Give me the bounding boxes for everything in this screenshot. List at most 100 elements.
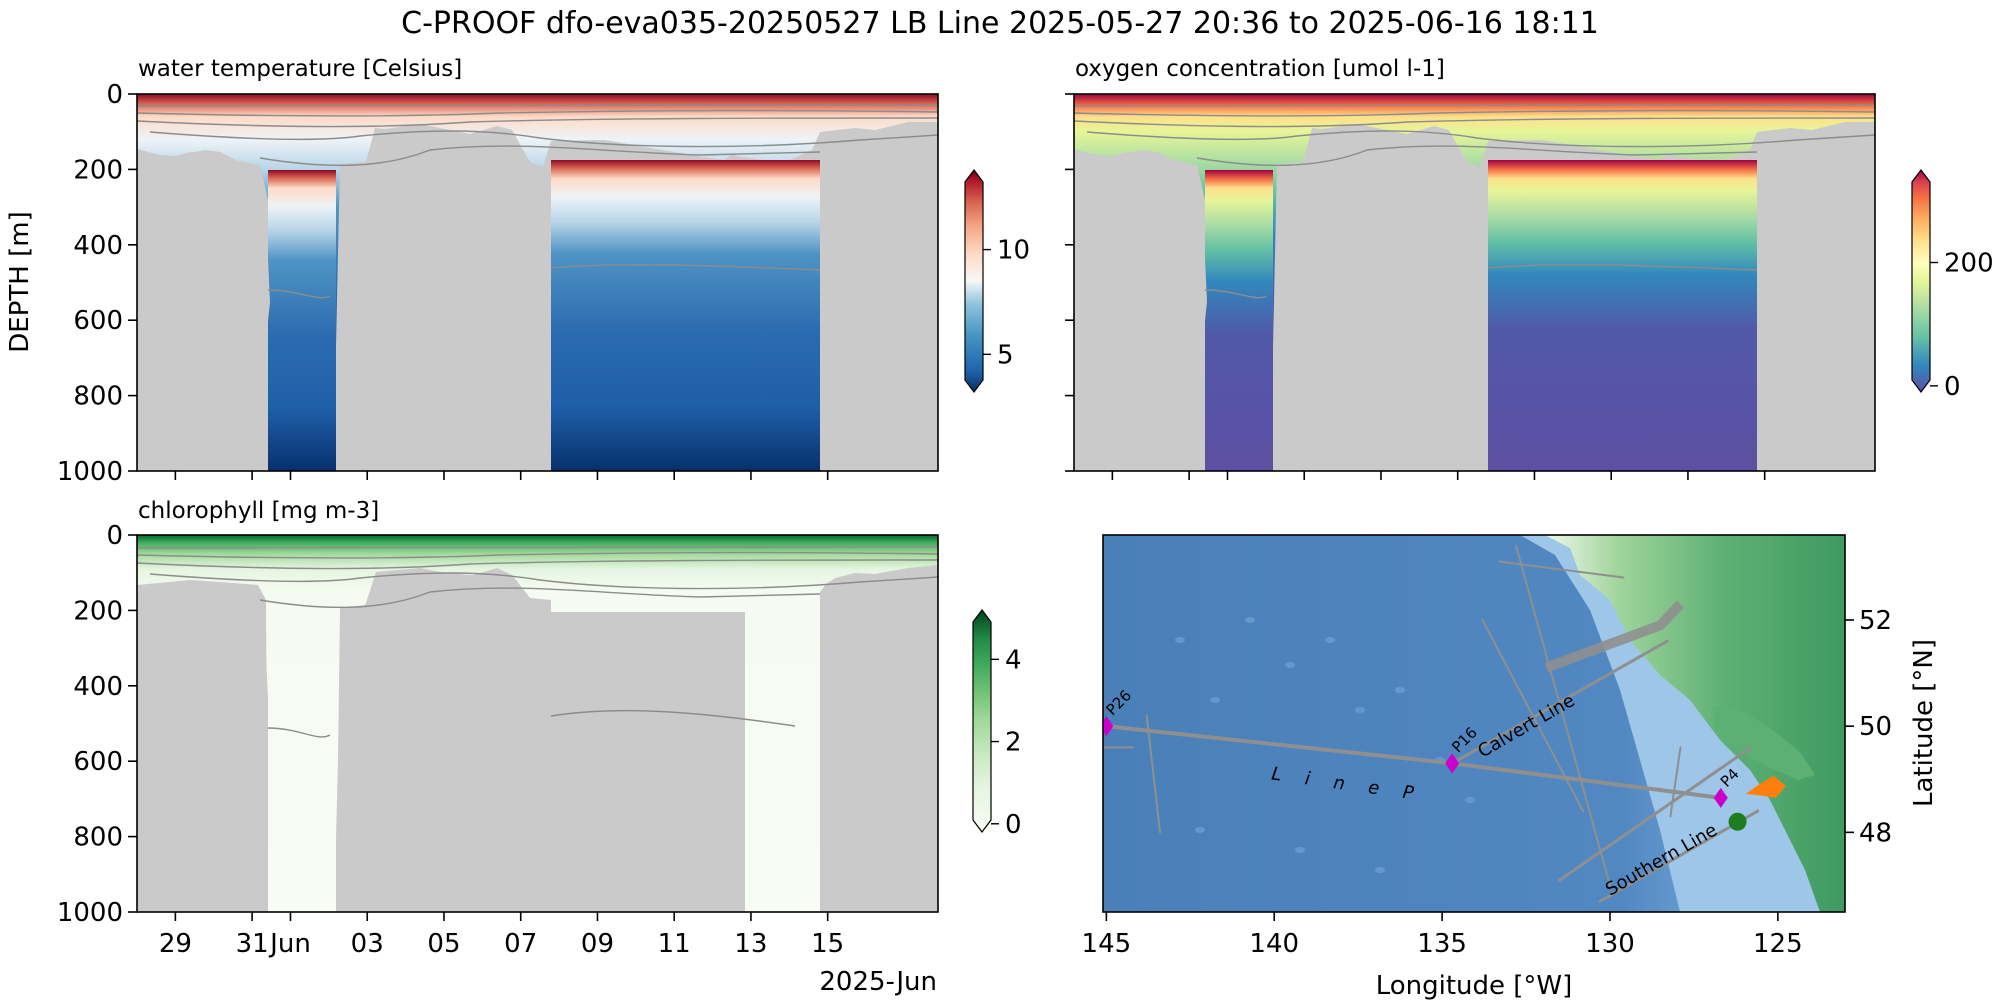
seamount [1375, 867, 1385, 873]
survey-track [1669, 746, 1682, 818]
chlorophyll-panel: chlorophyll [mg m-3] 0 200 400 600 800 1000 2… [57, 498, 1022, 997]
chlorophyll-y-axis: 0 200 400 600 800 1000 [57, 521, 137, 928]
station-marker [1103, 716, 1114, 737]
colorbar-tick-label: 0 [1005, 810, 1022, 840]
map-xlabel: Longitude [°W] [1376, 971, 1573, 1000]
oxygen-panel: oxygen concentration [umol l-1] 0 200 [1065, 56, 1994, 480]
seamount [1295, 847, 1305, 853]
map-land [1545, 535, 1845, 912]
depth-tick-label: 200 [73, 596, 123, 626]
oxygen-contour-lines [1074, 104, 1875, 299]
depth-tick-label: 1000 [57, 898, 123, 928]
date-tick-label: 07 [504, 929, 537, 959]
calvert-line-track [1544, 600, 1685, 673]
depth-tick-label: 800 [73, 823, 123, 853]
longitude-tick-label: 130 [1585, 929, 1635, 959]
date-tick-label: 13 [734, 929, 767, 959]
seamount [1210, 697, 1220, 703]
oxygen-axis-ticks [1065, 93, 1766, 480]
depth-tick-label: 1000 [57, 457, 123, 487]
temperature-contour-lines [137, 104, 938, 299]
temperature-deep-column-2 [551, 160, 821, 471]
latitude-tick-label: 50 [1859, 712, 1892, 742]
seamount [1245, 617, 1255, 623]
depth-tick-label: 200 [73, 155, 123, 185]
depth-tick-label: 0 [106, 521, 123, 551]
colorbar-tick-label: 200 [1944, 249, 1994, 279]
colorbar-tick-label: 0 [1944, 372, 1961, 402]
longitude-tick-label: 145 [1082, 929, 1132, 959]
longitude-tick-label: 135 [1417, 929, 1467, 959]
oxygen-land-mask [1074, 122, 1875, 470]
colorbar-tick-label: 2 [1005, 728, 1022, 758]
chlorophyll-data-field [137, 535, 938, 912]
latitude-tick-label: 48 [1859, 818, 1892, 848]
depth-tick-label: 800 [73, 382, 123, 412]
seamount [1395, 687, 1405, 693]
survey-track [1498, 560, 1625, 579]
chlorophyll-contour-lines [137, 546, 938, 738]
station-marker [1713, 787, 1728, 808]
survey-track [1514, 544, 1611, 887]
oxygen-axes-frame [1073, 93, 1876, 472]
date-x-axis: 29 31 Jun 03 05 07 09 11 13 15 [159, 912, 844, 959]
date-axis-offset-label: 2025-Jun [819, 967, 937, 997]
longitude-tick-label: 125 [1753, 929, 1803, 959]
depth-tick-label: 0 [106, 80, 123, 110]
map-axes: 145 140 135 130 125 48 50 52 [1082, 606, 1893, 959]
colorbar-tick-label: 5 [997, 340, 1014, 370]
map-ylabel: Latitude [°N] [1909, 639, 1939, 807]
seamount [1355, 707, 1365, 713]
oxygen-data-field [1074, 94, 1875, 471]
date-tick-label: 31 [236, 929, 269, 959]
temperature-panel: water temperature [Celsius] 0 200 400 600 80… [5, 56, 1030, 487]
seamount [1195, 827, 1205, 833]
date-tick-label: Jun [268, 929, 311, 959]
date-tick-label: 03 [351, 929, 384, 959]
date-tick-label: 09 [581, 929, 614, 959]
colorbar-tick-label: 10 [997, 236, 1030, 266]
date-tick-label: 15 [811, 929, 844, 959]
line-p-track [1104, 724, 1455, 766]
chlorophyll-colorbar: 0 2 4 [972, 609, 1022, 840]
oxygen-deep-column-1 [1205, 170, 1273, 471]
temperature-ylabel: DEPTH [m] [5, 211, 35, 352]
southern-line-track [1558, 745, 1753, 882]
survey-track [1145, 714, 1162, 834]
oxygen-deep-column-2 [1488, 160, 1758, 471]
depth-tick-label: 400 [73, 231, 123, 261]
temperature-data-field [137, 94, 938, 471]
depth-tick-label: 600 [73, 306, 123, 336]
temperature-axes-frame [136, 93, 939, 472]
temperature-colorbar: 5 10 [964, 169, 1030, 393]
figure-title: C-PROOF dfo-eva035-20250527 LB Line 2025… [401, 6, 1599, 41]
chlorophyll-panel-title: chlorophyll [mg m-3] [138, 498, 379, 524]
chlorophyll-axes-frame [136, 534, 939, 913]
depth-tick-label: 400 [73, 672, 123, 702]
temperature-land-mask [137, 122, 938, 470]
map-axes-frame [1102, 534, 1846, 913]
seamount [1285, 662, 1295, 668]
temperature-panel-title: water temperature [Celsius] [138, 56, 462, 82]
colorbar-tick-label: 4 [1005, 645, 1022, 675]
oxygen-panel-title: oxygen concentration [umol l-1] [1075, 56, 1445, 82]
seamount [1325, 637, 1335, 643]
line-p-track [1450, 761, 1723, 800]
depth-tick-label: 600 [73, 747, 123, 777]
temperature-y-axis: 0 200 400 600 800 1000 [57, 80, 829, 487]
date-tick-label: 29 [159, 929, 192, 959]
date-tick-label: 05 [427, 929, 460, 959]
latitude-tick-label: 52 [1859, 606, 1892, 636]
chlorophyll-land-mask [137, 565, 938, 912]
map-island [1712, 706, 1815, 780]
date-tick-label: 11 [658, 929, 691, 959]
map-seamounts [1175, 617, 1475, 873]
temperature-deep-column-1 [268, 170, 336, 471]
oxygen-colorbar: 0 200 [1911, 169, 1994, 402]
station-marker [1445, 753, 1460, 774]
seamount [1465, 797, 1475, 803]
longitude-tick-label: 140 [1249, 929, 1299, 959]
start-position-marker [1728, 812, 1747, 831]
